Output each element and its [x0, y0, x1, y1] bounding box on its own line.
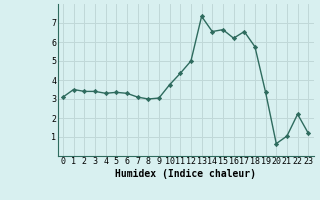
- X-axis label: Humidex (Indice chaleur): Humidex (Indice chaleur): [115, 169, 256, 179]
